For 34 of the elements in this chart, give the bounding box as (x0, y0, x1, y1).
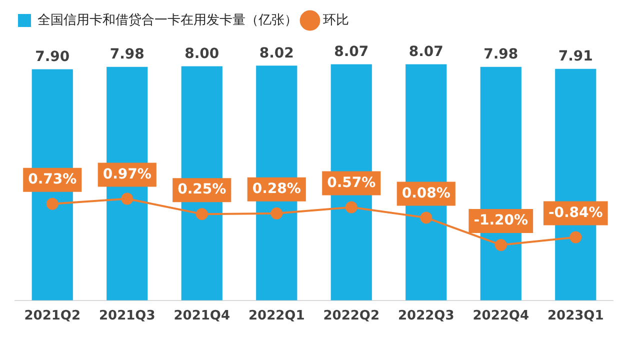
point (196, 208, 208, 220)
data-label: -0.84% (548, 204, 603, 221)
data-label: 8.07 (408, 44, 444, 60)
point (570, 231, 582, 244)
point (420, 212, 432, 224)
x-tick-label: 2022Q4 (472, 308, 530, 324)
x-tick-label: 2022Q2 (323, 308, 380, 324)
point (46, 198, 58, 210)
data-label: 7.98 (110, 46, 144, 62)
data-label: 0.28% (252, 181, 301, 198)
x-tick-label: 2022Q3 (398, 308, 454, 324)
data-label: 8.00 (184, 46, 220, 62)
data-label: 0.73% (28, 171, 77, 188)
data-label: 7.91 (558, 48, 593, 65)
x-tick-label: 2022Q1 (248, 308, 305, 324)
point (270, 207, 283, 220)
x-tick-label: 2023Q1 (547, 308, 604, 324)
data-label: 7.90 (35, 48, 70, 65)
point (345, 201, 358, 214)
point (121, 192, 134, 205)
data-label: 0.57% (327, 174, 376, 191)
x-tick-label: 2021Q2 (24, 308, 81, 324)
x-tick-label: 2021Q4 (174, 308, 230, 324)
point (494, 238, 507, 251)
x-tick-label: 2021Q3 (98, 308, 156, 324)
legend-label: 环比 (323, 12, 349, 28)
data-label: 0.08% (402, 185, 450, 202)
legend-label: 全国信用卡和借贷合一卡在用发卡量（亿张） (38, 12, 298, 28)
data-label: 0.25% (178, 182, 226, 198)
data-label: 7.98 (484, 46, 518, 62)
data-label: 0.97% (102, 166, 152, 182)
data-label: 8.07 (334, 44, 369, 60)
data-label: -1.20% (474, 212, 528, 229)
data-label: 8.02 (259, 45, 294, 62)
